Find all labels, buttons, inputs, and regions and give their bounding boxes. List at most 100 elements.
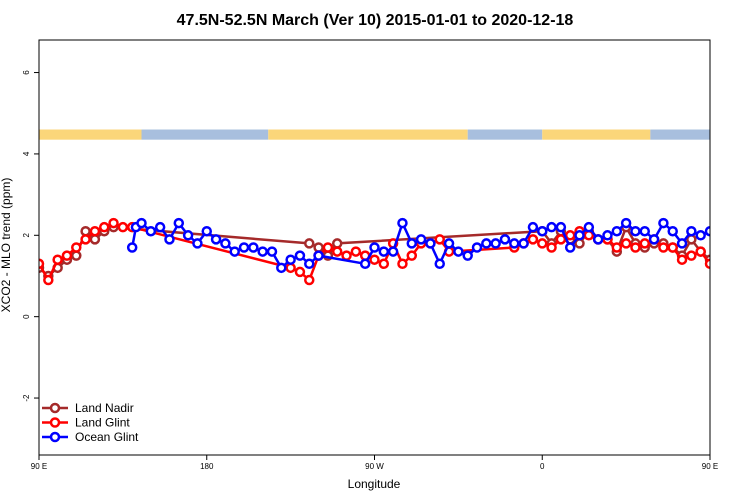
data-point [98, 221, 110, 233]
data-point [285, 254, 296, 265]
data-point [734, 272, 742, 280]
series-layer [39, 217, 750, 286]
data-point [164, 234, 175, 245]
data-point [108, 217, 119, 229]
data-point [378, 246, 390, 257]
data-point [136, 217, 147, 229]
data-point [509, 238, 520, 249]
data-point [499, 234, 511, 245]
data-point [276, 262, 287, 274]
data-point [369, 242, 380, 253]
data-point [80, 234, 91, 245]
legend-label: Land Glint [75, 416, 130, 430]
data-point [481, 238, 492, 249]
data-point [406, 238, 418, 249]
y-tick-label: -2 [22, 394, 31, 402]
data-point [462, 250, 473, 261]
x-tick-label: 0 [540, 462, 545, 471]
data-point [704, 258, 710, 270]
data-point [574, 230, 585, 241]
data-point [611, 225, 623, 237]
band-segment-land [542, 129, 651, 140]
data-point [620, 217, 632, 229]
data-point [331, 246, 343, 257]
y-axis-label: XCO2 - MLO trend (ppm) [0, 178, 13, 313]
data-point [704, 225, 710, 237]
data-point [89, 234, 101, 245]
data-point [537, 225, 548, 237]
band-segment-ocean [467, 129, 543, 140]
data-point [734, 276, 742, 284]
data-point [248, 242, 259, 253]
data-point [80, 225, 91, 237]
data-point [173, 217, 185, 229]
data-point [743, 260, 750, 268]
data-point [397, 258, 408, 270]
data-point [592, 234, 604, 245]
data-point [564, 242, 576, 253]
data-point [518, 238, 529, 249]
data-point [313, 250, 324, 261]
x-tick-label: 90 E [702, 462, 718, 471]
legend-label: Land Nadir [75, 401, 134, 415]
data-point [639, 238, 651, 249]
data-point [611, 242, 623, 253]
y-tick-label: 0 [22, 314, 31, 319]
band-segment-ocean [141, 129, 269, 140]
data-point [378, 258, 390, 270]
data-point [443, 238, 455, 249]
data-point [555, 221, 567, 233]
data-point [387, 246, 399, 257]
legend-label: Ocean Glint [75, 430, 139, 444]
data-point [331, 238, 343, 249]
data-point [630, 225, 641, 237]
data-point [537, 238, 548, 249]
legend-swatch-marker [49, 431, 61, 443]
x-tick-label: 180 [200, 462, 214, 471]
data-point [52, 254, 63, 265]
data-point [182, 230, 194, 241]
x-axis-label: Longitude [348, 477, 401, 491]
data-point [686, 225, 697, 237]
data-point [695, 230, 706, 241]
data-point [43, 274, 54, 286]
data-point [658, 242, 669, 253]
land-ocean-band [39, 129, 710, 140]
data-point [89, 225, 101, 237]
data-point [527, 234, 539, 245]
y-tick-label: 4 [22, 151, 31, 156]
data-point [154, 221, 166, 233]
data-point [304, 238, 315, 249]
y-tick-label: 6 [22, 70, 31, 75]
data-point [61, 250, 73, 261]
data-point [341, 250, 352, 261]
data-point [620, 238, 632, 249]
data-point [555, 234, 567, 245]
data-point [71, 242, 82, 253]
data-point [369, 254, 380, 265]
data-point [686, 250, 697, 261]
data-point [238, 242, 250, 253]
data-point [406, 250, 418, 261]
data-point [676, 238, 688, 249]
data-point [304, 274, 315, 286]
data-point [201, 225, 212, 237]
data-point [266, 246, 278, 257]
data-point [715, 264, 723, 272]
data-point [695, 246, 706, 257]
data-point [583, 221, 595, 233]
data-point [667, 225, 678, 237]
band-segment-land [39, 129, 142, 140]
data-point [471, 242, 483, 253]
data-point [39, 258, 45, 270]
data-point [415, 234, 427, 245]
data-point [210, 234, 222, 245]
data-point [285, 262, 296, 274]
legend-swatch-marker [49, 402, 61, 414]
y-axis-ticks: -2 0 2 4 6 [22, 70, 39, 402]
data-point [192, 238, 203, 249]
data-point [658, 217, 669, 229]
data-point [546, 242, 557, 253]
data-point [425, 238, 436, 249]
